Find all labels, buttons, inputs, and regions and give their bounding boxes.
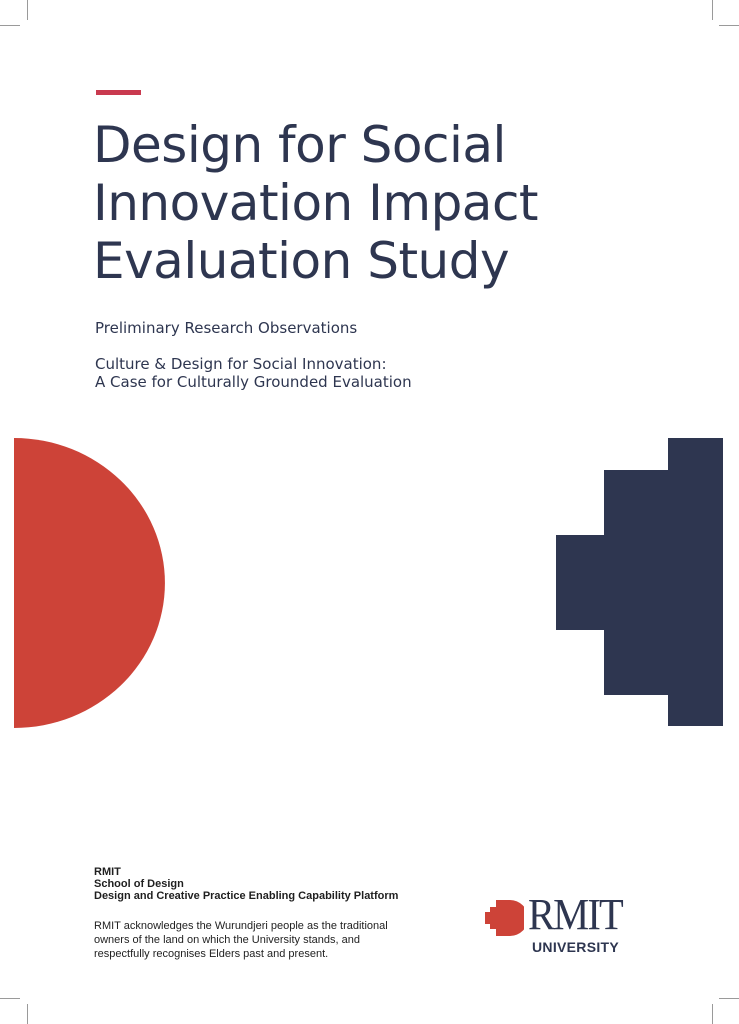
crop-mark: [719, 998, 739, 999]
crop-mark: [712, 1004, 713, 1024]
red-half-circle: [14, 438, 165, 728]
subtitle-line: A Case for Culturally Grounded Evaluatio…: [95, 373, 412, 391]
crop-mark: [0, 25, 20, 26]
crop-mark: [27, 1004, 28, 1024]
org-line: Design and Creative Practice Enabling Ca…: [94, 890, 399, 902]
accent-bar: [96, 90, 141, 95]
acknowledgement-of-country: RMIT acknowledges the Wurundjeri people …: [94, 919, 424, 961]
crop-mark: [712, 0, 713, 20]
crop-mark: [27, 0, 28, 20]
document-subtitle: Preliminary Research Observations: [95, 319, 358, 337]
acknowledgement-line: RMIT acknowledges the Wurundjeri people …: [94, 920, 388, 932]
crop-mark: [719, 25, 739, 26]
title-line: Innovation Impact: [93, 174, 539, 232]
title-line: Design for Social: [93, 116, 506, 174]
rmit-logo: RMIT UNIVERSITY: [484, 890, 654, 960]
document-secondary-subtitle: Culture & Design for Social Innovation: …: [95, 355, 412, 391]
crop-mark: [0, 998, 20, 999]
rmit-pixel-mark-icon: [485, 900, 524, 936]
title-line: Evaluation Study: [93, 232, 510, 290]
document-title: Design for Social Innovation Impact Eval…: [93, 116, 713, 290]
navy-stepped-shape: [556, 438, 723, 726]
subtitle-line: Culture & Design for Social Innovation:: [95, 355, 387, 373]
logo-subtext: UNIVERSITY: [532, 939, 620, 955]
logo-wordmark: RMIT: [528, 890, 624, 939]
acknowledgement-line: owners of the land on which the Universi…: [94, 934, 360, 946]
footer-organisation: RMIT School of Design Design and Creativ…: [94, 866, 398, 902]
org-line: RMIT: [94, 866, 121, 878]
org-line: School of Design: [94, 878, 184, 890]
acknowledgement-line: respectfully recognises Elders past and …: [94, 948, 329, 960]
